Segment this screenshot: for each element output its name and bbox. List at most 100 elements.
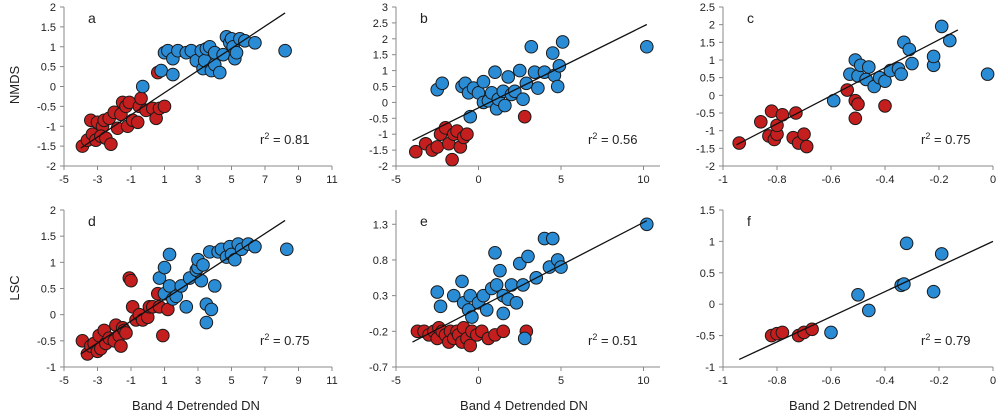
x-tick-label: 5 xyxy=(228,174,234,186)
red-point xyxy=(463,338,478,353)
blue-point xyxy=(862,60,876,74)
blue-point xyxy=(640,217,654,232)
x-tick-label: 11 xyxy=(326,375,337,387)
y-tick-label: 1.5 xyxy=(41,231,56,243)
x-tick-label: -5 xyxy=(391,174,401,186)
blue-point xyxy=(174,279,189,293)
blue-point xyxy=(488,65,502,79)
red-point xyxy=(848,111,863,126)
x-tick-label: 7 xyxy=(262,375,268,387)
red-point xyxy=(104,137,118,151)
blue-point xyxy=(501,70,516,84)
r-squared-label: r2 = 0.75 xyxy=(260,332,309,348)
x-tick-label: 1 xyxy=(161,174,167,186)
x-tick-label: 10 xyxy=(637,174,649,186)
fit-line xyxy=(80,12,286,149)
y-tick-label: -1 xyxy=(46,362,56,374)
y-tick-label: -0.5 xyxy=(37,336,56,348)
x-tick-label: 10 xyxy=(637,375,649,387)
y-tick-label: -1 xyxy=(46,121,56,133)
y-tick-label: 0 xyxy=(50,310,56,322)
blue-point xyxy=(902,42,917,57)
red-point xyxy=(878,99,892,113)
blue-point xyxy=(640,39,654,54)
y-tick-label: 1.5 xyxy=(700,205,715,217)
x-tick-label: 0 xyxy=(990,174,996,186)
x-tick-label: -0.6 xyxy=(822,375,841,387)
r-squared-label: r2 = 0.56 xyxy=(588,131,637,147)
red-point xyxy=(114,339,128,353)
x-tick-label: 1 xyxy=(161,375,167,387)
y-tick-label: -1.5 xyxy=(369,145,388,157)
x-tick-label: 3 xyxy=(195,375,201,387)
x-tick-label: 0 xyxy=(475,174,481,186)
blue-point xyxy=(545,46,560,60)
blue-point xyxy=(204,302,219,317)
r-squared-label: r2 = 0.75 xyxy=(921,131,970,147)
blue-point xyxy=(166,67,180,82)
x-tick-label: -1 xyxy=(126,375,136,387)
y-tick-label: 1 xyxy=(709,55,715,67)
y-tick-label: -0.2 xyxy=(369,326,388,338)
blue-point xyxy=(519,76,534,91)
red-point xyxy=(409,144,423,159)
blue-point xyxy=(488,246,502,260)
x-tick-label: -0.2 xyxy=(930,174,949,186)
x-axis-label-col2: Band 4 Detrended DN xyxy=(460,398,588,413)
fit-line xyxy=(412,23,648,142)
y-tick-label: -1 xyxy=(378,129,388,141)
red-point xyxy=(460,127,474,141)
x-axis-label-col3: Band 2 Detrended DN xyxy=(789,398,917,413)
panel-letter: e xyxy=(420,213,428,229)
blue-point xyxy=(430,285,445,299)
y-tick-label: -1.5 xyxy=(37,141,56,153)
y-tick-label: 0.5 xyxy=(373,82,388,94)
x-tick-label: -5 xyxy=(391,375,401,387)
r-squared-label: r2 = 0.51 xyxy=(588,332,637,348)
panel-a: -2 -1.5 -1 -0.5 0 0.5 1 1.5 2 -5 -3 -1 1 3 5 7 9 11 a r2 = … xyxy=(37,2,338,186)
r-squared-label: r2 = 0.79 xyxy=(921,332,970,348)
y-tick-label: -1.5 xyxy=(696,143,715,155)
red-point xyxy=(754,115,768,129)
blue-point xyxy=(550,79,565,94)
y-tick-label: -0.5 xyxy=(696,108,715,120)
red-point xyxy=(430,140,445,154)
blue-point xyxy=(207,279,222,293)
blue-point xyxy=(433,299,448,314)
x-tick-label: 0 xyxy=(475,375,481,387)
blue-point xyxy=(465,310,479,324)
blue-point xyxy=(154,63,168,78)
blue-point xyxy=(455,274,469,289)
blue-point xyxy=(545,231,560,246)
y-tick-label: -0.7 xyxy=(369,362,388,374)
y-tick-label: 0.3 xyxy=(373,291,388,303)
x-tick-label: -0.8 xyxy=(768,174,787,186)
blue-point xyxy=(531,81,545,95)
red-point xyxy=(789,106,803,120)
y-tick-label: 1 xyxy=(50,42,56,54)
blue-point xyxy=(435,76,450,91)
red-point xyxy=(799,139,814,154)
x-tick-label: 0 xyxy=(990,375,996,387)
red-point xyxy=(851,97,865,111)
panel-letter: f xyxy=(747,213,751,229)
fit-line xyxy=(412,220,648,343)
y-tick-label: 2.5 xyxy=(700,2,715,14)
y-tick-label: -2 xyxy=(378,161,388,173)
y-tick-label: 1 xyxy=(382,66,388,78)
row-label-nmds: NMDS xyxy=(7,66,22,105)
x-tick-label: -3 xyxy=(93,174,103,186)
blue-point xyxy=(512,63,527,78)
x-tick-label: -3 xyxy=(93,375,103,387)
x-axis-label-col1: Band 4 Detrended DN xyxy=(132,398,260,413)
blue-point xyxy=(878,74,892,88)
blue-point xyxy=(248,35,262,50)
blue-point xyxy=(194,273,209,288)
x-tick-label: -0.4 xyxy=(876,375,895,387)
panel-e: -0.7 -0.2 0.3 0.8 1.3 -5 0 5 10 e r2 = 0.51 xyxy=(369,210,660,387)
blue-point xyxy=(897,277,911,291)
y-tick-label: -0.5 xyxy=(37,101,56,113)
y-tick-label: 1.5 xyxy=(373,50,388,62)
y-tick-label: 0.5 xyxy=(41,62,56,74)
